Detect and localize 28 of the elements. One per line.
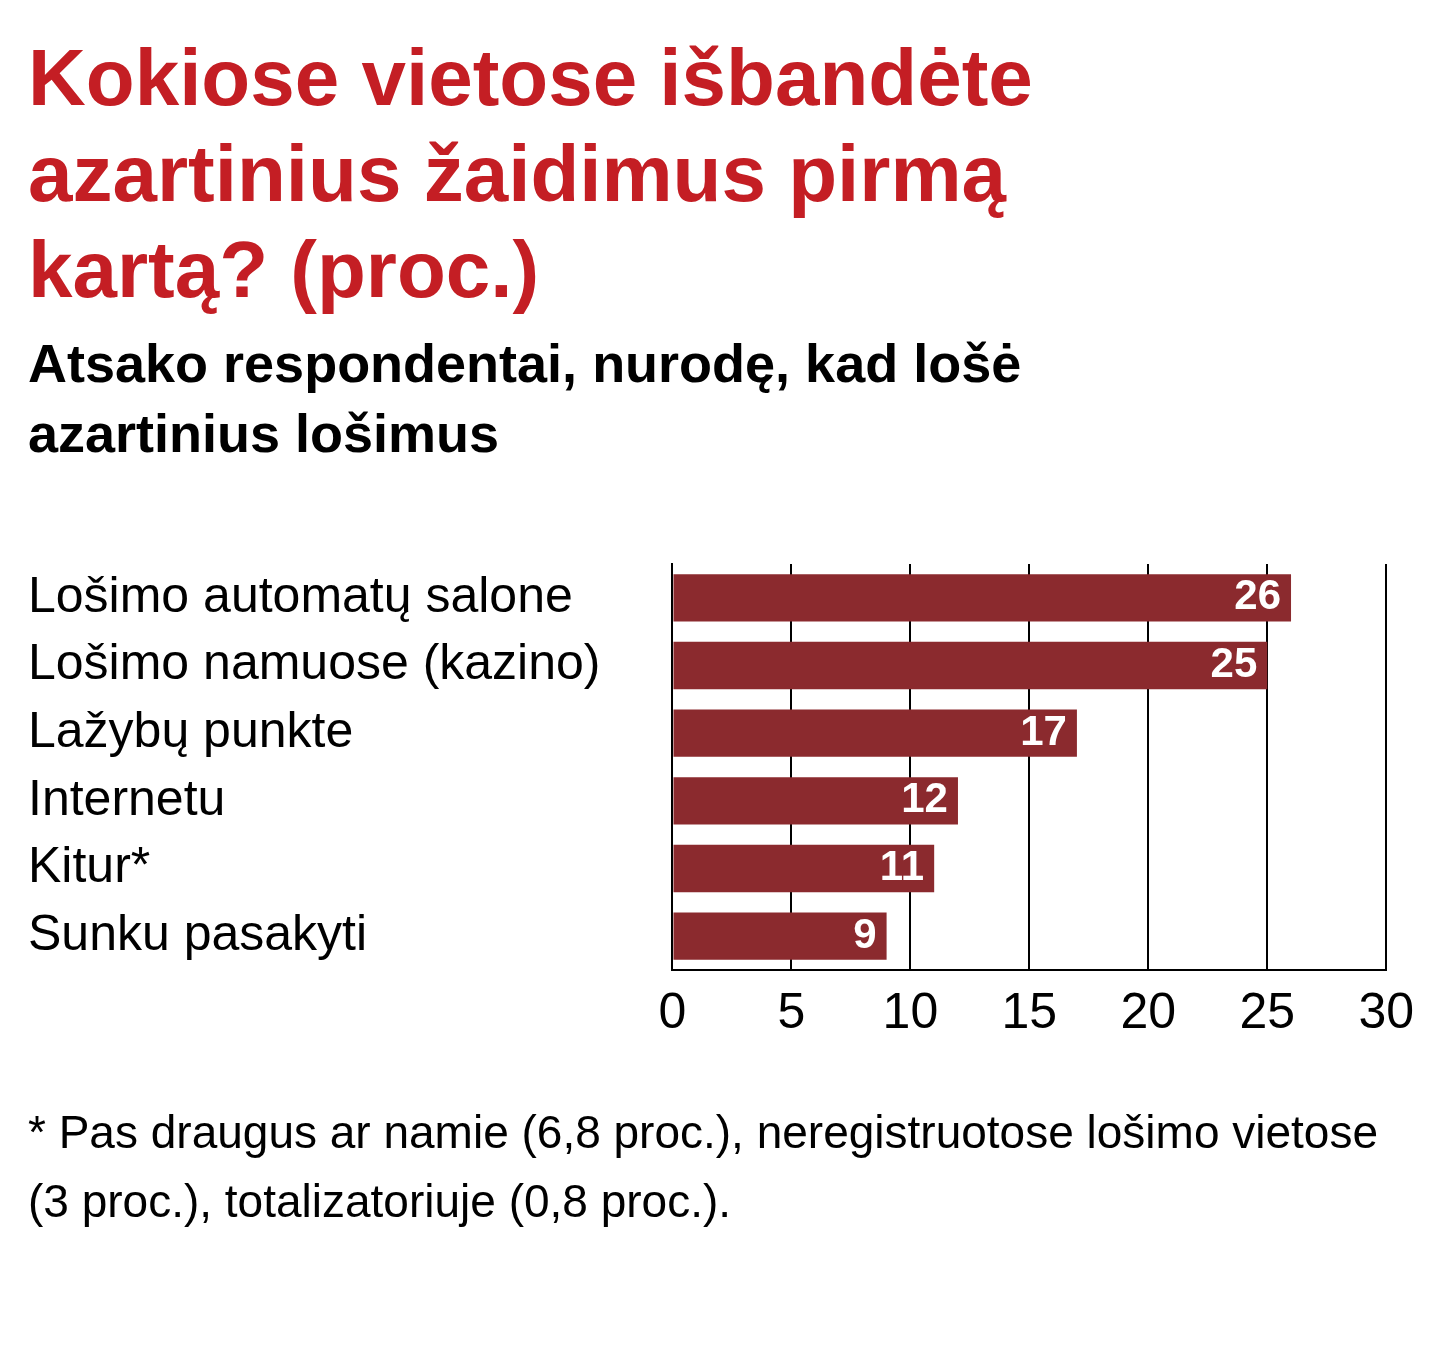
y-tick-label: Sunku pasakyti xyxy=(28,905,368,962)
y-tick-label: Internetu xyxy=(28,769,226,826)
data-label: 11 xyxy=(879,842,925,890)
bar xyxy=(673,845,935,893)
y-tick-label: Kitur* xyxy=(28,837,151,894)
chart-subtitle: Atsako respondentai, nurodę, kad lošė azartinius lošimus xyxy=(28,332,1023,466)
text: * Pas draugus ar namie (6,8 proc.), neregistruotose lošimo vietose (3 proc.), totalizatoriuje (0,8 proc.). xyxy=(28,1105,1379,1230)
bar xyxy=(673,709,1077,758)
x-tick-label: 30 xyxy=(1358,983,1414,1040)
data-label: 17 xyxy=(1020,707,1067,755)
x-tick-label: 5 xyxy=(777,983,806,1040)
data-label: 12 xyxy=(901,774,948,822)
data-label: 26 xyxy=(1234,571,1282,619)
y-tick-label: Lošimo automatų salone xyxy=(28,566,573,623)
x-tick-label: 25 xyxy=(1239,983,1296,1040)
data-label: 25 xyxy=(1210,639,1258,687)
data-label: 9 xyxy=(853,910,877,958)
bar xyxy=(673,912,887,961)
x-tick-label: 10 xyxy=(882,983,939,1040)
x-tick-label: 15 xyxy=(1001,983,1058,1040)
bar xyxy=(673,642,1268,690)
bar xyxy=(673,777,958,825)
y-tick-label: Lošimo namuose (kazino) xyxy=(28,634,601,691)
chart-title: Kokiose vietose išbandėte azartinius žaidimus pirmą kartą? (proc.) xyxy=(28,32,1034,316)
y-tick-label: Lažybų punkte xyxy=(28,702,354,759)
bar xyxy=(673,574,1292,622)
x-tick-label: 20 xyxy=(1120,983,1177,1040)
x-tick-label: 0 xyxy=(658,983,687,1040)
